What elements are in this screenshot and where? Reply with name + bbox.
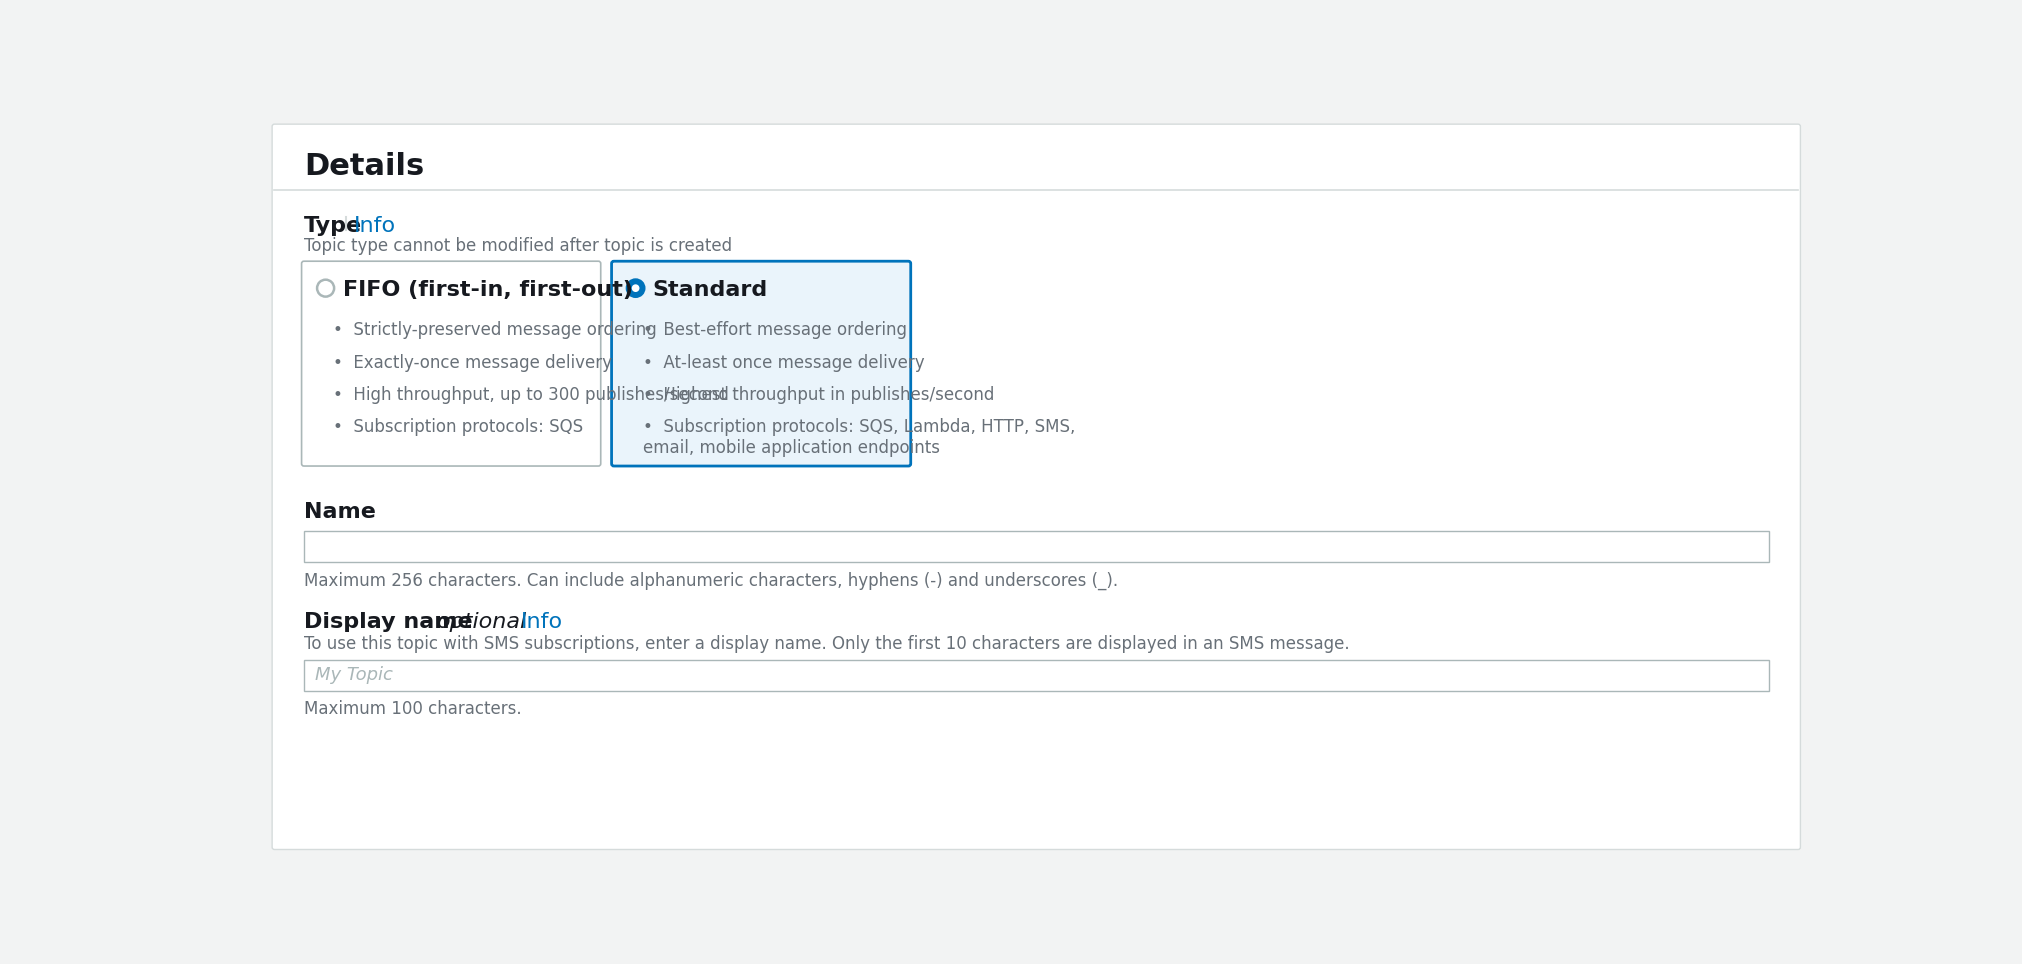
Text: Maximum 256 characters. Can include alphanumeric characters, hyphens (-) and und: Maximum 256 characters. Can include alph… (303, 572, 1118, 590)
Text: Details: Details (303, 152, 425, 181)
FancyBboxPatch shape (273, 124, 1800, 849)
Text: •  Best-effort message ordering: • Best-effort message ordering (643, 321, 908, 339)
Text: Type: Type (303, 216, 362, 236)
Circle shape (631, 284, 639, 292)
Text: To use this topic with SMS subscriptions, enter a display name. Only the first 1: To use this topic with SMS subscriptions… (303, 635, 1349, 654)
Text: Name: Name (303, 502, 376, 522)
Text: FIFO (first-in, first-out): FIFO (first-in, first-out) (342, 281, 633, 301)
Circle shape (317, 280, 334, 297)
Text: Maximum 100 characters.: Maximum 100 characters. (303, 700, 522, 718)
FancyBboxPatch shape (611, 261, 910, 466)
FancyBboxPatch shape (303, 660, 1769, 691)
FancyBboxPatch shape (303, 531, 1769, 562)
Text: Display name: Display name (303, 612, 473, 632)
Text: optional: optional (437, 612, 528, 632)
Text: –: – (423, 612, 433, 632)
Text: Standard: Standard (653, 281, 768, 301)
Text: Info: Info (354, 216, 396, 236)
Text: •  Subscription protocols: SQS: • Subscription protocols: SQS (334, 418, 584, 437)
Text: •  Subscription protocols: SQS, Lambda, HTTP, SMS,
email, mobile application end: • Subscription protocols: SQS, Lambda, H… (643, 418, 1076, 457)
Text: •  Highest throughput in publishes/second: • Highest throughput in publishes/second (643, 386, 995, 404)
Text: Topic type cannot be modified after topic is created: Topic type cannot be modified after topi… (303, 237, 732, 255)
FancyBboxPatch shape (301, 261, 601, 466)
Text: •  Strictly-preserved message ordering: • Strictly-preserved message ordering (334, 321, 657, 339)
Text: •  High throughput, up to 300 publishes/second: • High throughput, up to 300 publishes/s… (334, 386, 730, 404)
Text: •  Exactly-once message delivery: • Exactly-once message delivery (334, 354, 613, 371)
Circle shape (627, 280, 645, 297)
Text: •  At-least once message delivery: • At-least once message delivery (643, 354, 924, 371)
Text: My Topic: My Topic (315, 666, 392, 684)
Text: Info: Info (522, 612, 562, 632)
